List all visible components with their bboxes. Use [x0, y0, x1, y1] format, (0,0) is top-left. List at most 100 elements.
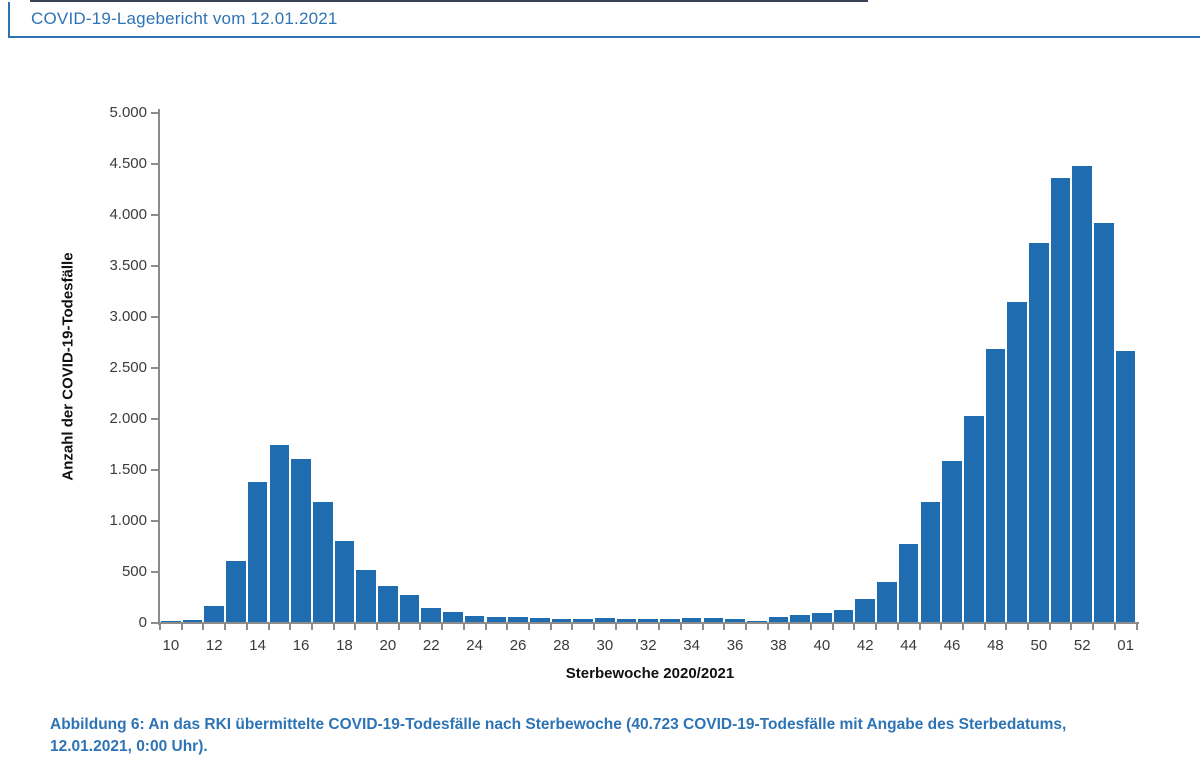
x-tick [744, 624, 747, 630]
x-tick-label-38: 38 [770, 637, 787, 654]
bar-week-38 [768, 616, 789, 622]
x-tick [462, 624, 465, 630]
x-tick [376, 624, 378, 630]
y-tick [151, 316, 158, 318]
bar-week-42 [855, 598, 876, 622]
x-tick [267, 624, 270, 630]
x-tick-label-20: 20 [379, 637, 397, 654]
x-tick [549, 624, 552, 630]
x-tick-label-22: 22 [422, 637, 440, 654]
x-tick [1113, 624, 1116, 630]
y-tick [151, 214, 158, 216]
bar-week-24 [464, 615, 485, 622]
x-tick [593, 624, 595, 630]
y-tick [151, 469, 158, 471]
y-tick [151, 163, 158, 165]
bar-week-17 [312, 501, 333, 622]
x-tick [1070, 624, 1073, 630]
y-tick-label-2.500: 2.500 [109, 359, 147, 376]
x-tick [831, 624, 834, 630]
x-tick-label-18: 18 [336, 637, 353, 654]
x-tick [918, 624, 921, 630]
x-tick [441, 624, 444, 630]
bar-week-25 [486, 616, 507, 622]
bar-week-34 [681, 618, 702, 622]
x-tick-label-10: 10 [162, 637, 180, 654]
bar-week-51 [1050, 178, 1071, 622]
x-tick-label-28: 28 [553, 637, 570, 654]
x-tick-label-26: 26 [509, 637, 527, 654]
x-axis-line [158, 622, 1139, 624]
bar-week-32 [638, 619, 659, 622]
bar-week-13 [226, 560, 246, 622]
x-tick [1027, 624, 1029, 630]
y-tick-label-3.000: 3.000 [109, 308, 147, 325]
x-tick [224, 624, 227, 630]
x-tick [1092, 624, 1095, 630]
x-tick [614, 624, 617, 630]
y-tick [151, 265, 158, 267]
x-tick-label-16: 16 [292, 637, 310, 654]
bar-week-30 [595, 618, 615, 622]
x-tick [310, 624, 313, 630]
x-tick [159, 624, 161, 630]
x-tick-label-48: 48 [987, 637, 1004, 654]
x-tick [397, 624, 400, 630]
bar-week-29 [573, 619, 593, 622]
bar-week-10 [161, 621, 181, 622]
x-tick [506, 624, 509, 630]
bar-week-26 [508, 617, 528, 622]
x-tick [723, 624, 726, 630]
header-top-rule [30, 0, 868, 2]
x-tick-label-14: 14 [249, 637, 266, 654]
x-tick [202, 624, 205, 630]
x-tick-label-52: 52 [1073, 637, 1091, 654]
x-tick-label-40: 40 [813, 637, 831, 654]
bar-week-16 [291, 458, 311, 622]
x-tick [896, 624, 899, 630]
x-tick [983, 624, 986, 630]
x-tick [961, 624, 964, 630]
caption-line-2: 12.01.2021, 0:00 Uhr). [50, 738, 208, 756]
y-tick-label-3.500: 3.500 [109, 257, 147, 274]
bar-week-15 [269, 444, 290, 622]
bar-week-49 [1007, 301, 1027, 622]
header-bottom-rule [8, 36, 1200, 38]
x-tick [571, 624, 574, 630]
bar-week-20 [378, 586, 398, 622]
bar-week-46 [942, 460, 962, 622]
bar-week-35 [703, 618, 724, 622]
x-tick [527, 624, 530, 630]
bar-week-18 [334, 541, 355, 622]
y-tick-label-1.000: 1.000 [109, 512, 147, 529]
x-tick-label-44: 44 [900, 637, 917, 654]
bar-week-11 [182, 619, 203, 622]
y-axis-title: Anzahl der COVID-19-Todesfälle [59, 252, 77, 481]
x-tick [701, 624, 704, 630]
x-tick [1005, 624, 1008, 630]
y-tick-label-5.000: 5.000 [109, 104, 147, 121]
figure-caption: Abbildung 6: An das RKI übermittelte COV… [50, 714, 1180, 759]
y-tick-label-2.000: 2.000 [109, 410, 147, 427]
bar-week-52 [1072, 166, 1093, 622]
bar-week-43 [877, 582, 897, 622]
x-tick-label-12: 12 [205, 637, 223, 654]
y-tick-label-4.000: 4.000 [109, 206, 147, 223]
x-tick [679, 624, 682, 630]
x-tick-label-36: 36 [726, 637, 744, 654]
bar-week-36 [725, 619, 745, 622]
bar-week-23 [443, 611, 463, 622]
y-tick-label-4.500: 4.500 [109, 155, 147, 172]
x-tick-label-32: 32 [639, 637, 657, 654]
y-tick [151, 112, 158, 114]
bar-week-31 [616, 618, 637, 622]
x-axis-title: Sterbewoche 2020/2021 [565, 665, 735, 682]
x-tick [354, 624, 357, 630]
bar-week-37 [746, 620, 767, 622]
x-tick [766, 624, 769, 630]
x-tick [419, 624, 422, 630]
y-tick-label-1.500: 1.500 [109, 461, 147, 478]
bar-week-14 [247, 482, 268, 622]
x-tick [875, 624, 878, 630]
x-tick [245, 624, 248, 630]
